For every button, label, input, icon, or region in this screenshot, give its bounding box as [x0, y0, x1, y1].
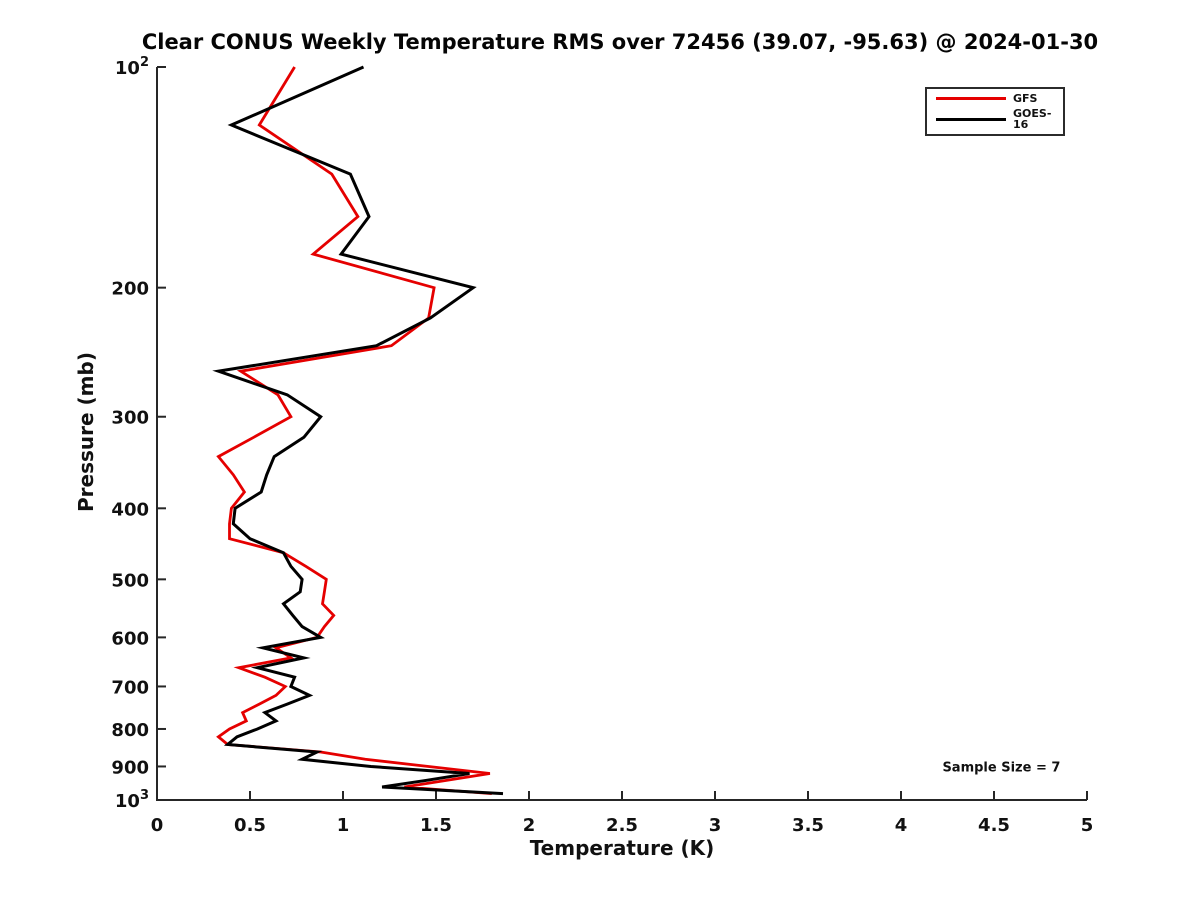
x-tick-label: 0	[151, 815, 164, 836]
x-tick-label: 3.5	[792, 815, 824, 836]
y-tick-label: 900	[111, 757, 149, 778]
x-tick-label: 3	[709, 815, 722, 836]
x-tick-label: 0.5	[234, 815, 266, 836]
series-line-gfs	[216, 66, 492, 795]
x-axis-label: Temperature (K)	[529, 836, 715, 860]
x-tick-label: 4.5	[978, 815, 1010, 836]
legend-entry-goes-16: GOES-16	[936, 108, 1057, 130]
legend-swatch-gfs	[936, 97, 1006, 100]
y-tick-label: 103	[115, 788, 149, 812]
y-tick-label: 800	[111, 720, 149, 741]
y-tick-label: 200	[111, 279, 149, 300]
legend: GFS GOES-16	[925, 87, 1065, 136]
legend-label-gfs: GFS	[1013, 92, 1038, 105]
y-tick-label: 700	[111, 677, 149, 698]
chart-title: Clear CONUS Weekly Temperature RMS over …	[141, 30, 1099, 54]
x-tick-label: 5	[1081, 815, 1094, 836]
legend-swatch-goes-16	[936, 117, 1006, 121]
legend-label-goes-16: GOES-16	[1013, 107, 1052, 131]
x-tick-label: 1	[337, 815, 350, 836]
x-tick-label: 2	[523, 815, 536, 836]
sample-size-annotation: Sample Size = 7	[942, 760, 1061, 776]
x-tick-label: 2.5	[606, 815, 638, 836]
x-tick-label: 1.5	[420, 815, 452, 836]
y-axis-label: Pressure (mb)	[74, 352, 98, 512]
x-tick-label: 4	[895, 815, 908, 836]
series-line-goes-16	[212, 65, 504, 796]
y-tick-label: 400	[111, 499, 149, 520]
y-tick-label: 600	[111, 628, 149, 649]
y-tick-label: 300	[111, 408, 149, 429]
y-tick-label: 102	[115, 55, 149, 79]
y-tick-label: 500	[111, 570, 149, 591]
legend-entry-gfs: GFS	[936, 93, 1057, 104]
